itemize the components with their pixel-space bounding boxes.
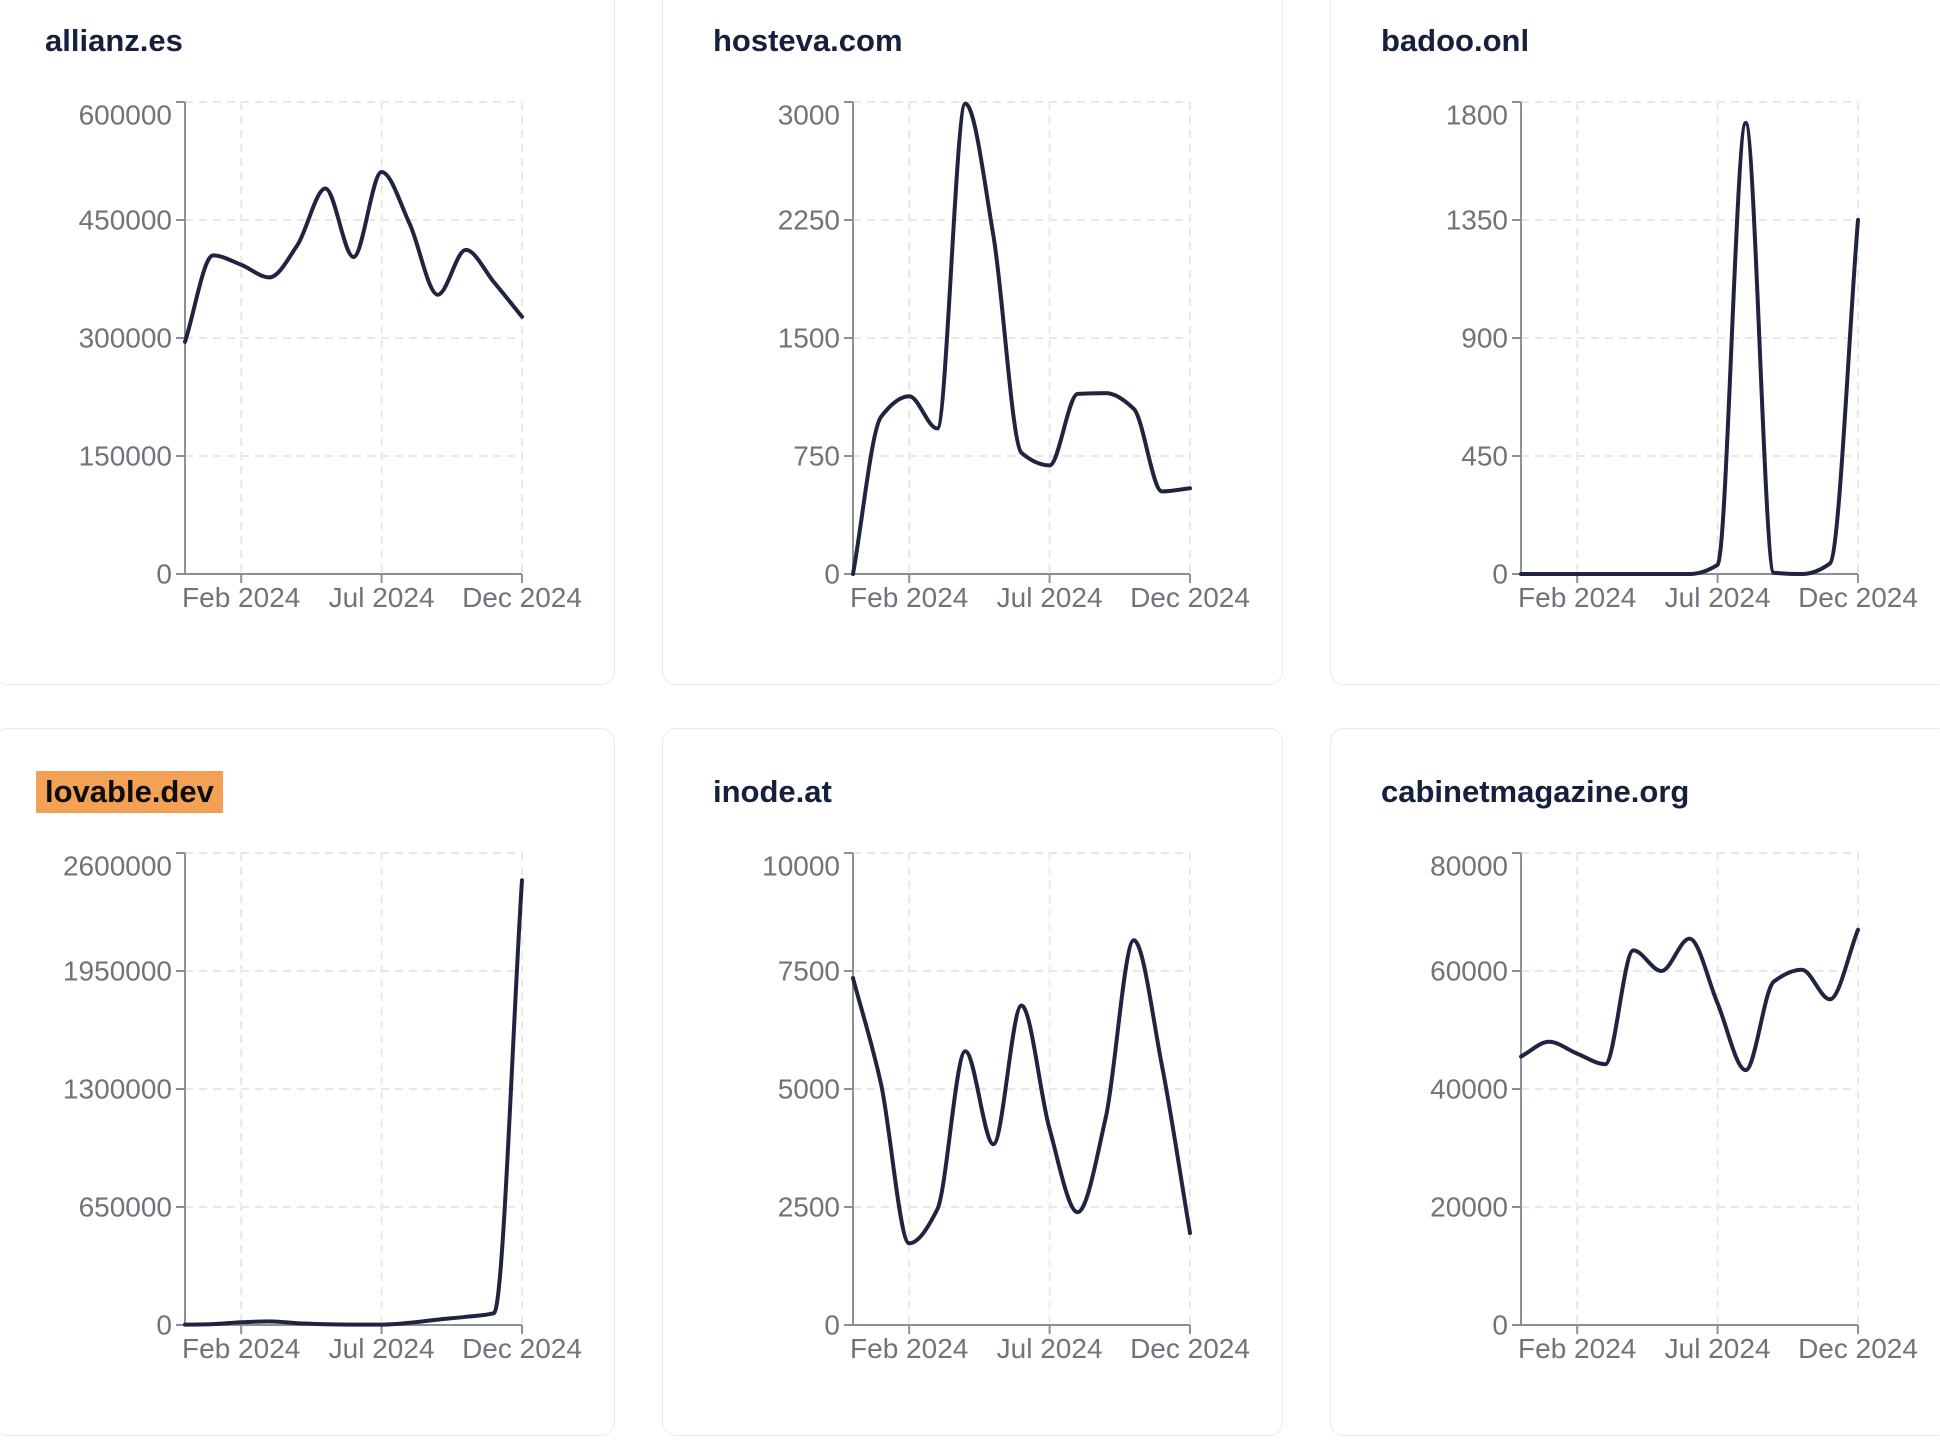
y-tick-label: 0	[156, 559, 172, 590]
chart-card-lovable-dev: 0 650000 1300000 1950000 2600000 Feb 2024 Jul …	[0, 728, 615, 1436]
chart-card-cabinetmagazine-org: 0 20000 40000 60000 80000 Feb 2024 Jul 2024 Dec…	[1330, 728, 1940, 1436]
y-tick-label: 750	[793, 441, 840, 472]
x-axis: Feb 2024 Jul 2024 Dec 2024	[1518, 1324, 1918, 1364]
x-tick-label: Jul 2024	[329, 1333, 435, 1364]
series-line-allianz-es	[183, 170, 524, 344]
x-tick-label: Jul 2024	[329, 582, 435, 613]
x-tick-label: Dec 2024	[1798, 1333, 1918, 1364]
y-tick-label: 900	[1461, 323, 1508, 354]
chart-title-badoo-onl: badoo.onl	[1381, 23, 1530, 58]
x-tick-label: Jul 2024	[997, 1333, 1103, 1364]
y-tick-label: 150000	[79, 441, 172, 472]
y-tick-label: 300000	[79, 323, 172, 354]
line-chart-allianz-es: 0 150000 300000 450000 600000 Feb 2024 Jul 202…	[79, 100, 582, 614]
y-tick-label: 2600000	[63, 851, 172, 882]
x-tick-label: Feb 2024	[850, 1333, 968, 1364]
line-chart-hosteva-com: 0 750 1500 2250 3000 Feb 2024 Jul 2024 Dec 2024	[778, 100, 1250, 614]
gridlines	[185, 101, 523, 574]
y-tick-label: 1350	[1446, 205, 1508, 236]
y-tick-label: 0	[824, 559, 840, 590]
line-chart-badoo-onl: 0 450 900 1350 1800 Feb 2024 Jul 2024 Dec 2024	[1446, 100, 1918, 614]
line-chart-cabinetmagazine-org: 0 20000 40000 60000 80000 Feb 2024 Jul 2024 Dec…	[1430, 851, 1918, 1365]
y-tick-label: 0	[1492, 559, 1508, 590]
y-tick-label: 2500	[778, 1192, 840, 1223]
series-line-hosteva-com	[851, 101, 1192, 576]
y-tick-label: 1800	[1446, 100, 1508, 131]
y-tick-label: 1300000	[63, 1074, 172, 1105]
y-axis: 0 2500 5000 7500 10000	[762, 851, 854, 1341]
x-tick-label: Dec 2024	[1130, 582, 1250, 613]
line-chart-lovable-dev: 0 650000 1300000 1950000 2600000 Feb 2024 Jul …	[63, 851, 582, 1365]
chart-title-lovable-dev: lovable.dev	[36, 771, 223, 814]
y-tick-label: 2250	[778, 205, 840, 236]
y-tick-label: 0	[824, 1310, 840, 1341]
x-tick-label: Dec 2024	[1130, 1333, 1250, 1364]
chart-title-hosteva-com: hosteva.com	[713, 23, 903, 58]
x-tick-label: Feb 2024	[850, 582, 968, 613]
y-axis: 0 450 900 1350 1800	[1446, 100, 1522, 590]
x-tick-label: Feb 2024	[182, 1333, 300, 1364]
x-tick-label: Jul 2024	[1665, 1333, 1771, 1364]
y-axis: 0 750 1500 2250 3000	[778, 100, 854, 590]
y-axis: 0 20000 40000 60000 80000	[1430, 851, 1522, 1341]
chart-title-allianz-es: allianz.es	[45, 23, 183, 58]
series-line-badoo-onl	[1519, 121, 1860, 576]
gridlines	[1521, 101, 1859, 574]
y-tick-label: 1500	[778, 323, 840, 354]
y-tick-label: 450000	[79, 205, 172, 236]
x-axis: Feb 2024 Jul 2024 Dec 2024	[850, 1324, 1250, 1364]
x-tick-label: Dec 2024	[462, 1333, 582, 1364]
x-tick-label: Dec 2024	[1798, 582, 1918, 613]
y-tick-label: 40000	[1430, 1074, 1508, 1105]
x-tick-label: Jul 2024	[1665, 582, 1771, 613]
gridlines	[853, 852, 1191, 1325]
line-chart-inode-at: 0 2500 5000 7500 10000 Feb 2024 Jul 2024 Dec 20…	[762, 851, 1250, 1365]
chart-card-badoo-onl: 0 450 900 1350 1800 Feb 2024 Jul 2024 Dec 2024 b…	[1330, 0, 1940, 685]
x-axis: Feb 2024 Jul 2024 Dec 2024	[1518, 573, 1918, 613]
y-tick-label: 0	[156, 1310, 172, 1341]
chart-title-cabinetmagazine-org: cabinetmagazine.org	[1381, 774, 1690, 809]
y-tick-label: 650000	[79, 1192, 172, 1223]
y-tick-label: 20000	[1430, 1192, 1508, 1223]
x-tick-label: Feb 2024	[1518, 1333, 1636, 1364]
series-line-cabinetmagazine-org	[1519, 927, 1860, 1073]
y-tick-label: 1950000	[63, 956, 172, 987]
x-axis: Feb 2024 Jul 2024 Dec 2024	[850, 573, 1250, 613]
chart-card-allianz-es: 0 150000 300000 450000 600000 Feb 2024 Jul 202…	[0, 0, 615, 685]
x-tick-label: Feb 2024	[1518, 582, 1636, 613]
chart-card-inode-at: 0 2500 5000 7500 10000 Feb 2024 Jul 2024 Dec 20…	[662, 728, 1283, 1436]
y-tick-label: 600000	[79, 100, 172, 131]
x-tick-label: Feb 2024	[182, 582, 300, 613]
x-tick-label: Jul 2024	[997, 582, 1103, 613]
chart-card-hosteva-com: 0 750 1500 2250 3000 Feb 2024 Jul 2024 Dec 2024…	[662, 0, 1283, 685]
y-axis: 0 650000 1300000 1950000 2600000	[63, 851, 186, 1341]
y-axis: 0 150000 300000 450000 600000	[79, 100, 186, 590]
gridlines	[1521, 852, 1859, 1325]
x-axis: Feb 2024 Jul 2024 Dec 2024	[182, 1324, 582, 1364]
y-tick-label: 5000	[778, 1074, 840, 1105]
chart-title-inode-at: inode.at	[713, 774, 832, 809]
y-tick-label: 450	[1461, 441, 1508, 472]
x-tick-label: Dec 2024	[462, 582, 582, 613]
y-tick-label: 10000	[762, 851, 840, 882]
y-tick-label: 7500	[778, 956, 840, 987]
y-tick-label: 60000	[1430, 956, 1508, 987]
gridlines	[185, 852, 523, 1325]
gridlines	[853, 101, 1191, 574]
series-line-inode-at	[851, 938, 1192, 1246]
y-tick-label: 80000	[1430, 851, 1508, 882]
y-tick-label: 0	[1492, 1310, 1508, 1341]
series-line-lovable-dev	[183, 878, 524, 1327]
x-axis: Feb 2024 Jul 2024 Dec 2024	[182, 573, 582, 613]
y-tick-label: 3000	[778, 100, 840, 131]
